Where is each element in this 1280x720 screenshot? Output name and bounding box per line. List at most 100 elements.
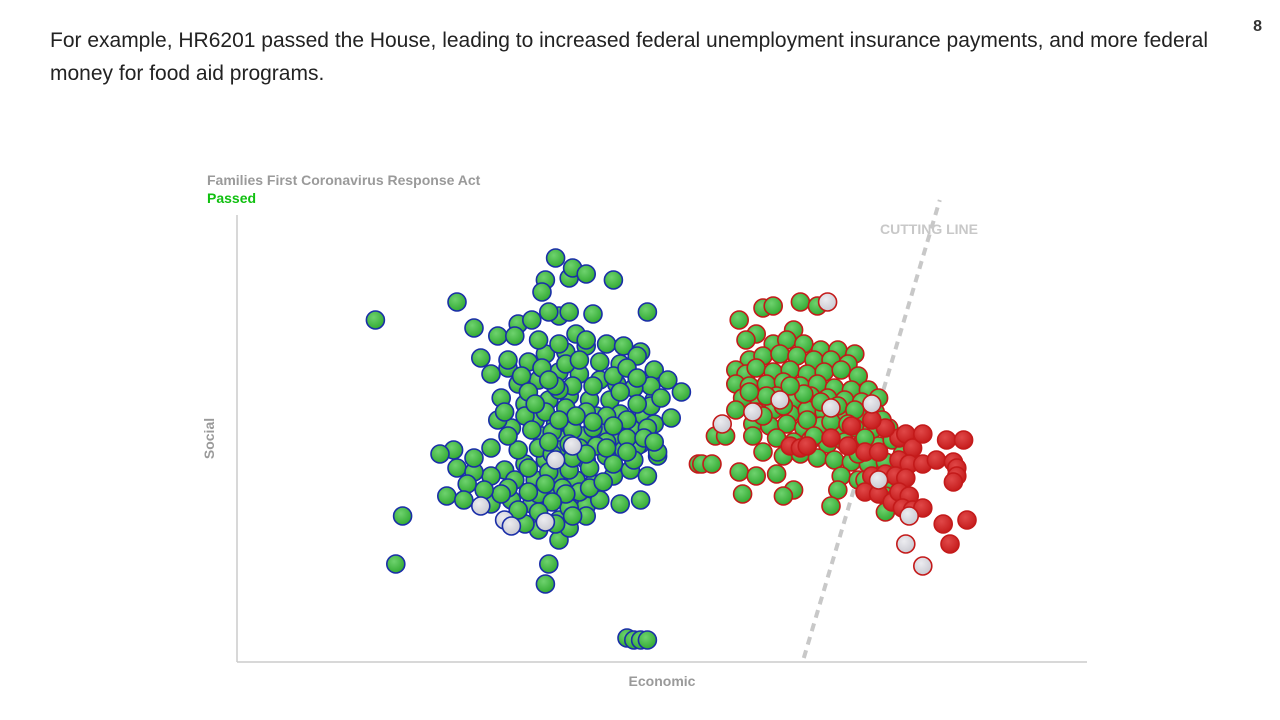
republican-nay-point <box>838 436 858 456</box>
republican-not-voting-point <box>821 398 841 418</box>
democrat-yea-point <box>545 248 566 268</box>
democrat-yea-point <box>535 474 556 494</box>
democrat-yea-point <box>627 368 648 388</box>
democrat-yea-point <box>569 350 590 370</box>
democrat-not-voting-point <box>562 436 583 456</box>
republican-nay-point <box>933 514 954 534</box>
democrat-yea-point <box>610 382 631 402</box>
democrat-yea-point <box>589 352 610 372</box>
republican-not-voting-point <box>899 506 920 526</box>
republican-not-voting-point <box>817 292 838 312</box>
democrat-yea-point <box>464 318 484 338</box>
democrat-yea-point <box>491 484 512 504</box>
democrat-yea-point <box>436 486 457 506</box>
republican-nay-point <box>940 534 960 554</box>
republican-not-voting-point <box>868 470 889 490</box>
democrat-not-voting-point <box>470 496 491 516</box>
y-axis-label: Social <box>201 418 217 459</box>
democrat-yea-point <box>603 416 624 436</box>
democrat-yea-point <box>559 302 580 322</box>
democrat-yea-point <box>538 554 559 574</box>
democrat-yea-point <box>528 330 549 350</box>
democrat-yea-point <box>504 326 525 346</box>
democrat-yea-point <box>508 440 529 460</box>
democrat-yea-point <box>487 326 508 346</box>
democrat-yea-point <box>627 394 648 414</box>
republican-yea-point <box>729 310 750 330</box>
democrat-yea-point <box>453 490 474 510</box>
democrat-yea-point <box>481 364 501 384</box>
republican-yea-point <box>732 484 753 504</box>
democrat-yea-point <box>637 302 658 322</box>
democrat-yea-point <box>385 554 406 574</box>
democrat-yea-point <box>474 480 495 500</box>
democrat-yea-point <box>457 474 478 494</box>
democrat-yea-point <box>542 492 563 512</box>
democrat-yea-point <box>498 426 518 446</box>
republican-yea-point <box>763 296 784 316</box>
democrat-yea-point <box>525 394 546 414</box>
democrat-yea-point <box>583 376 603 396</box>
cutting-line-label: CUTTING LINE <box>880 221 978 237</box>
democrat-yea-point <box>562 506 583 526</box>
democrat-yea-point <box>593 472 614 492</box>
republican-yea-point <box>729 462 750 482</box>
republican-nay-point <box>943 472 964 492</box>
democrat-yea-point <box>637 466 658 486</box>
democrat-yea-point <box>518 458 539 478</box>
republican-yea-point <box>773 486 794 506</box>
democrat-yea-point <box>498 350 518 370</box>
republican-nay-point <box>926 450 947 470</box>
republican-yea-point <box>780 376 801 396</box>
republican-yea-point <box>766 464 787 484</box>
republican-nay-point <box>912 424 933 444</box>
democrat-yea-point <box>549 410 569 430</box>
point-layer <box>365 248 977 650</box>
democrat-yea-point <box>464 448 484 468</box>
republican-nay-point <box>797 436 818 456</box>
republican-nay-point <box>957 510 977 530</box>
democrat-yea-point <box>576 330 597 350</box>
democrat-yea-point <box>603 270 624 290</box>
democrat-yea-point <box>365 310 386 330</box>
republican-nay-point <box>841 416 862 436</box>
democrat-not-voting-point <box>501 516 522 536</box>
democrat-not-voting-point <box>545 450 566 470</box>
democrat-yea-point <box>430 444 450 464</box>
republican-yea-point <box>746 358 767 378</box>
democrat-yea-point <box>583 304 603 324</box>
democrat-yea-point <box>583 412 603 432</box>
democrat-yea-point <box>447 292 467 312</box>
democrat-yea-point <box>447 458 467 478</box>
republican-nay-point <box>936 430 957 450</box>
republican-not-voting-point <box>912 556 933 576</box>
republican-yea-point <box>753 442 773 462</box>
republican-nay-point <box>953 430 974 450</box>
democrat-yea-point <box>518 482 539 502</box>
republican-yea-point <box>739 382 760 402</box>
democrat-yea-point <box>549 334 569 354</box>
democrat-not-voting-point <box>535 512 556 532</box>
republican-not-voting-point <box>895 534 916 554</box>
democrat-yea-point <box>392 506 413 526</box>
democrat-yea-point <box>538 370 559 390</box>
republican-not-voting-point <box>742 402 763 422</box>
slide-body-text: For example, HR6201 passed the House, le… <box>50 29 1208 85</box>
republican-yea-point <box>702 454 722 474</box>
democrat-yea-point <box>494 402 515 422</box>
republican-yea-point <box>736 330 756 350</box>
democrat-yea-point <box>521 420 542 440</box>
chart-title: Families First Coronavirus Response Act <box>207 172 481 188</box>
democrat-yea-point <box>637 630 658 650</box>
democrat-yea-point <box>481 438 501 458</box>
republican-yea-point <box>821 496 841 516</box>
democrat-yea-point <box>610 494 631 514</box>
republican-not-voting-point <box>861 394 882 414</box>
democrat-yea-point <box>596 334 617 354</box>
republican-not-voting-point <box>712 414 733 434</box>
democrat-yea-point <box>671 382 692 402</box>
republican-not-voting-point <box>770 390 790 410</box>
democrat-yea-point <box>617 442 637 462</box>
republican-yea-point <box>831 360 852 380</box>
